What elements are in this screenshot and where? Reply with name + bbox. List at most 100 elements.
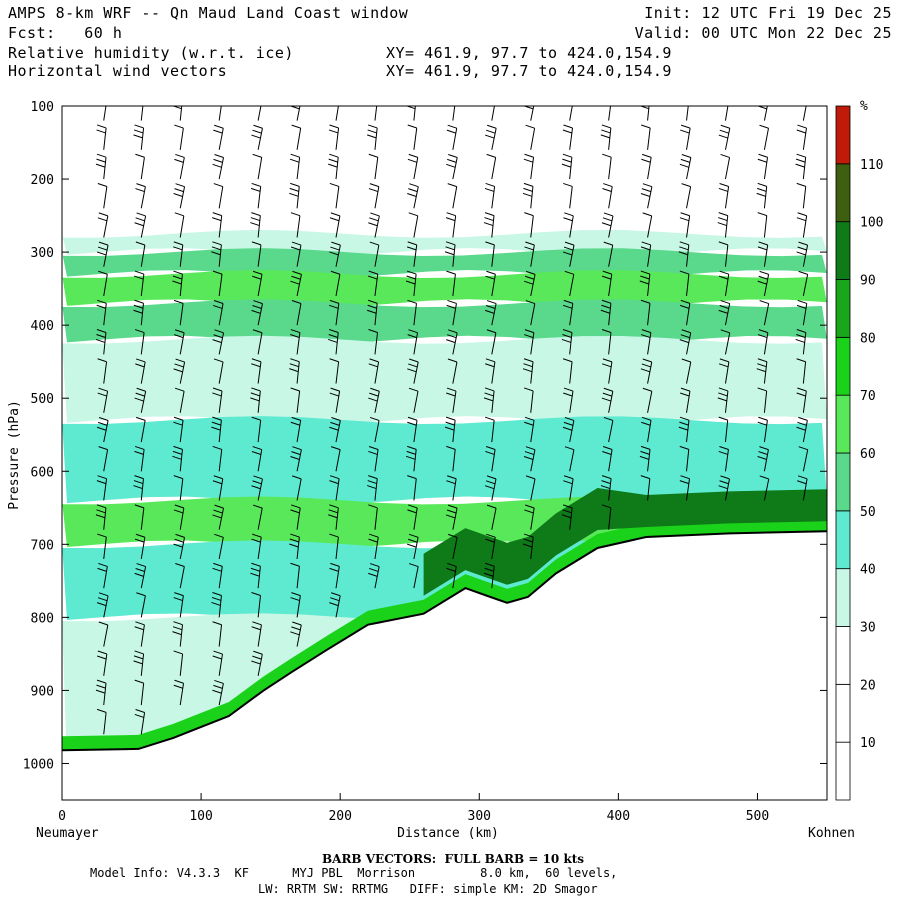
wind-barb <box>681 183 692 209</box>
wind-barb <box>446 562 457 589</box>
wind-barb <box>601 504 612 530</box>
wind-barb <box>486 153 497 180</box>
wind-barb <box>446 299 457 326</box>
wind-barb <box>251 241 262 267</box>
x-tick-label: 500 <box>746 809 769 824</box>
wind-barb <box>679 329 692 355</box>
wind-barb <box>798 446 809 472</box>
wind-barb <box>562 358 573 384</box>
wind-barb <box>251 621 262 647</box>
wind-barb <box>407 329 418 355</box>
wind-barb <box>483 212 495 238</box>
wind-barb <box>718 475 730 501</box>
y-tick-label: 900 <box>31 684 54 699</box>
wind-barb <box>563 182 573 209</box>
wind-barb <box>446 387 457 413</box>
wind-barb <box>251 416 262 443</box>
colorbar-label: 50 <box>860 505 876 520</box>
wind-barb <box>756 358 768 384</box>
wind-barb <box>173 241 184 267</box>
wind-barb <box>524 504 535 530</box>
plot-frame <box>61 105 828 801</box>
wind-barb <box>523 153 535 180</box>
wind-barb <box>718 241 729 267</box>
wind-barb <box>485 124 497 150</box>
wind-barb <box>212 475 224 501</box>
wind-barb <box>640 358 653 384</box>
wind-barb <box>328 504 339 530</box>
wind-barb <box>446 270 456 296</box>
wind-barb <box>135 416 146 443</box>
colorbar-swatch <box>835 510 851 570</box>
wind-barb <box>679 270 690 296</box>
wind-barb <box>678 241 690 267</box>
wind-barb <box>174 153 185 180</box>
wind-barb <box>330 446 341 472</box>
wind-barb <box>757 446 769 472</box>
colorbar-label: 90 <box>860 274 876 289</box>
xy-range-1: XY= 461.9, 97.7 to 424.0,154.9 <box>386 44 672 62</box>
wind-barb <box>173 504 185 530</box>
wind-barb <box>444 416 456 443</box>
wind-barb <box>641 416 652 443</box>
colorbar-swatch <box>835 163 851 223</box>
wind-barb <box>290 212 301 238</box>
wind-barb <box>642 387 653 413</box>
rh-near-surface <box>62 517 827 751</box>
wind-barb <box>133 650 145 676</box>
wind-barb <box>600 124 612 150</box>
wind-barb <box>407 183 419 209</box>
wind-barb <box>563 212 574 238</box>
wind-barb <box>608 106 612 121</box>
wind-barb <box>329 358 340 384</box>
wind-barb <box>686 106 689 121</box>
wind-barb <box>96 592 109 618</box>
wind-barb <box>367 299 378 326</box>
wind-barb <box>405 270 417 296</box>
wind-barb <box>679 299 691 326</box>
wind-barb <box>212 679 224 706</box>
colorbar-label: 80 <box>860 331 876 346</box>
wind-barb <box>523 329 535 355</box>
wind-barb <box>485 446 496 472</box>
wind-barb <box>757 241 769 267</box>
wind-barb <box>759 475 770 501</box>
x-tick-label: 300 <box>468 809 491 824</box>
wind-barb <box>212 621 223 647</box>
colorbar: 10 20 30 40 50 60 70 80 90 100 110% <box>835 99 883 801</box>
wind-barb <box>96 475 108 501</box>
wind-barb <box>525 124 536 150</box>
wind-barb <box>601 270 613 297</box>
wind-barb <box>407 533 419 560</box>
y-tick-label: 100 <box>31 100 54 115</box>
rh-band <box>62 416 827 505</box>
x-tick-label: 200 <box>328 809 351 824</box>
y-tick-label: 200 <box>31 173 54 188</box>
wind-barb <box>562 299 574 326</box>
wind-barb <box>796 416 808 443</box>
wind-barb <box>447 183 458 209</box>
wind-barb <box>133 124 145 150</box>
wind-barb <box>523 387 534 413</box>
wind-barb <box>407 475 417 501</box>
wind-barb <box>218 106 222 121</box>
wind-barb <box>135 358 146 384</box>
wind-barb <box>486 504 497 530</box>
wind-barb <box>757 212 768 238</box>
wind-barb <box>250 182 262 209</box>
wind-barb <box>407 299 417 326</box>
wind-barb <box>564 446 575 472</box>
wind-barb <box>447 358 458 384</box>
wind-barb <box>639 270 651 296</box>
wind-barb <box>250 562 261 589</box>
wind-barb <box>757 416 768 443</box>
wind-barb <box>257 106 262 121</box>
wind-barb <box>212 650 223 676</box>
wind-barb <box>97 212 109 238</box>
wind-barb <box>211 592 222 618</box>
wind-barb <box>484 300 497 326</box>
wind-barb <box>253 504 263 530</box>
wind-barb <box>290 416 302 443</box>
wind-barb <box>485 241 495 267</box>
